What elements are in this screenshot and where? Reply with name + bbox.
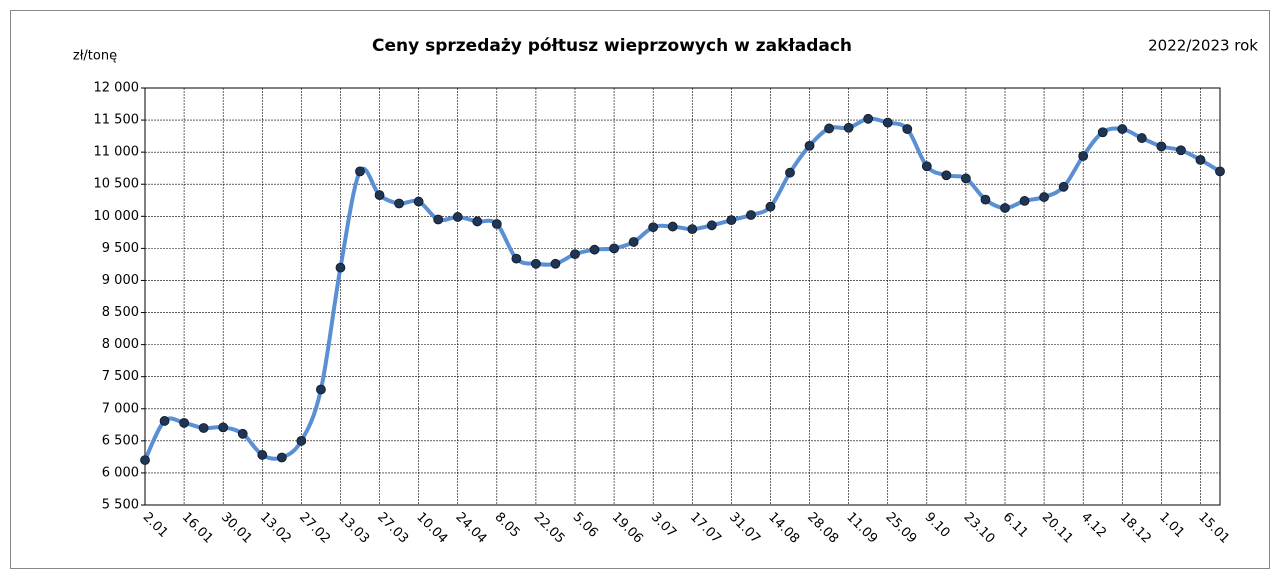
y-tick-label: 11 000 xyxy=(94,145,140,160)
marker xyxy=(531,258,541,269)
marker xyxy=(706,220,717,231)
marker xyxy=(355,166,365,177)
marker xyxy=(921,161,932,172)
chart-title: Ceny sprzedaży półtusz wieprzowych w zak… xyxy=(372,36,852,56)
marker xyxy=(237,428,248,439)
marker xyxy=(863,113,874,124)
marker xyxy=(140,455,150,465)
marker xyxy=(1215,166,1225,177)
y-tick-label: 8 500 xyxy=(102,305,139,320)
y-tick-label: 11 500 xyxy=(94,113,140,128)
marker xyxy=(218,422,229,433)
marker xyxy=(902,124,913,134)
y-tick-label: 12 000 xyxy=(94,81,140,96)
marker xyxy=(316,384,326,395)
marker xyxy=(335,262,346,273)
marker xyxy=(1195,154,1206,165)
y-tick-label: 6 000 xyxy=(102,465,139,480)
marker xyxy=(882,117,893,128)
marker xyxy=(296,435,307,446)
marker xyxy=(511,253,522,264)
marker xyxy=(374,190,385,201)
marker xyxy=(550,258,561,269)
marker xyxy=(1117,124,1128,134)
y-tick-label: 7 500 xyxy=(102,369,139,384)
y-tick-label: 9 000 xyxy=(102,273,139,288)
marker xyxy=(276,452,287,463)
marker xyxy=(1136,133,1147,143)
marker xyxy=(159,416,170,426)
y-tick-label: 9 500 xyxy=(102,241,139,256)
y-tick-label: 10 000 xyxy=(94,209,140,224)
marker xyxy=(1176,145,1186,156)
marker xyxy=(961,173,971,184)
marker xyxy=(413,196,424,207)
marker xyxy=(1019,196,1030,206)
marker xyxy=(491,219,502,229)
marker xyxy=(726,215,737,226)
marker xyxy=(1058,181,1069,192)
chart-subtitle: 2022/2023 rok xyxy=(1148,37,1258,55)
marker xyxy=(1078,151,1089,161)
y-tick-label: 7 000 xyxy=(102,401,139,416)
marker xyxy=(804,140,815,151)
marker xyxy=(765,201,776,212)
y-tick-label: 5 500 xyxy=(102,498,139,513)
marker xyxy=(452,212,463,222)
marker xyxy=(570,249,580,260)
marker xyxy=(609,243,619,254)
marker xyxy=(980,194,991,205)
marker xyxy=(589,244,600,255)
marker xyxy=(843,122,854,133)
marker xyxy=(941,170,952,181)
marker xyxy=(433,214,444,225)
marker xyxy=(746,210,756,220)
marker xyxy=(687,224,698,235)
marker xyxy=(667,221,678,232)
marker xyxy=(785,167,795,178)
marker xyxy=(648,222,659,233)
marker xyxy=(1039,192,1049,202)
marker xyxy=(628,237,639,247)
marker xyxy=(1000,203,1010,213)
y-tick-label: 10 500 xyxy=(94,177,140,192)
y-tick-label: 8 000 xyxy=(102,337,139,352)
marker xyxy=(179,417,189,428)
marker xyxy=(824,123,834,134)
chart-frame xyxy=(10,10,1270,569)
marker xyxy=(394,198,404,209)
marker xyxy=(257,450,268,460)
marker xyxy=(472,216,483,227)
marker xyxy=(1156,141,1167,152)
y-tick-label: 6 500 xyxy=(102,433,139,448)
y-axis-label: zł/tonę xyxy=(73,49,117,64)
marker xyxy=(1097,127,1108,138)
marker xyxy=(198,423,209,433)
